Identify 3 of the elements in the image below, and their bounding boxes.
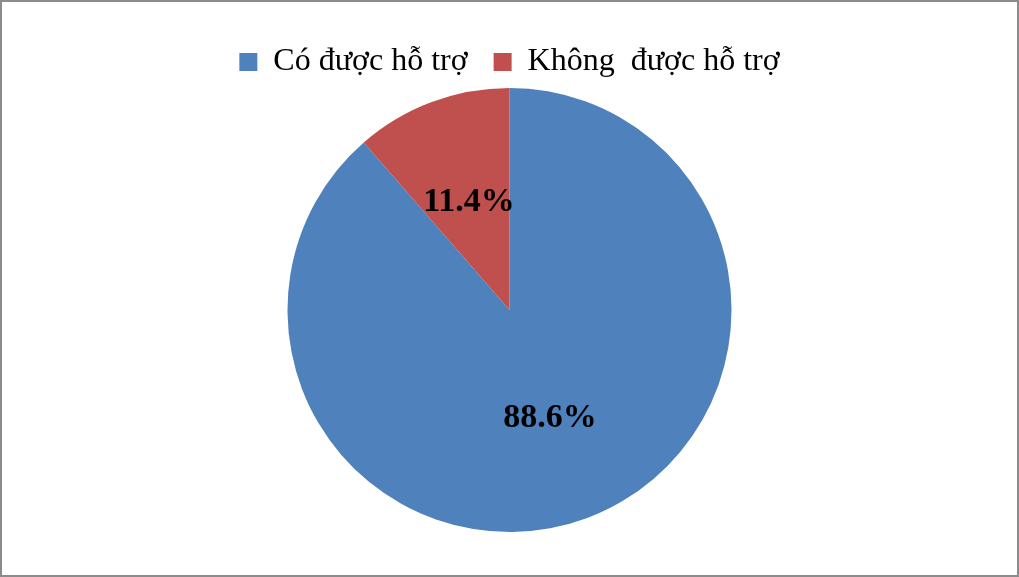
legend-label: Có được hỗ trợ	[273, 41, 469, 78]
legend-label: Không được hỗ trợ	[527, 41, 781, 78]
data-label: 88.6%	[503, 396, 597, 434]
